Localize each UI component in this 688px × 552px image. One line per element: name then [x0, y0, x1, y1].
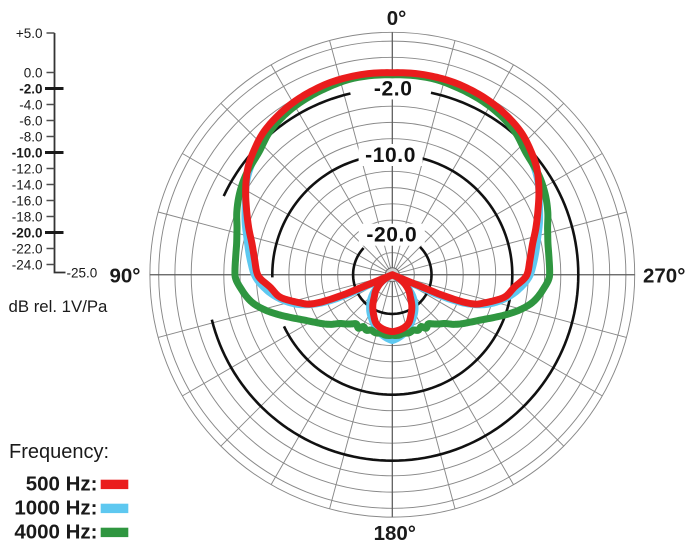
- svg-text:-10.0: -10.0: [365, 144, 416, 167]
- svg-text:+5.0: +5.0: [16, 26, 43, 41]
- svg-text:-8.0: -8.0: [19, 129, 42, 144]
- svg-text:90°: 90°: [109, 265, 140, 288]
- svg-text:-2.0: -2.0: [19, 81, 42, 96]
- svg-text:-10.0: -10.0: [12, 145, 43, 160]
- svg-text:4000 Hz:: 4000 Hz:: [14, 521, 97, 544]
- svg-text:-16.0: -16.0: [12, 193, 43, 208]
- svg-text:-24.0: -24.0: [12, 257, 43, 272]
- svg-text:-4.0: -4.0: [19, 97, 42, 112]
- svg-text:Frequency:: Frequency:: [9, 441, 109, 463]
- svg-text:-18.0: -18.0: [12, 209, 43, 224]
- svg-text:0°: 0°: [387, 7, 407, 30]
- svg-text:-14.0: -14.0: [12, 177, 43, 192]
- svg-text:500 Hz:: 500 Hz:: [26, 473, 98, 496]
- svg-text:-22.0: -22.0: [12, 241, 43, 256]
- svg-text:-20.0: -20.0: [12, 225, 43, 240]
- svg-text:1000 Hz:: 1000 Hz:: [14, 497, 97, 520]
- svg-text:-6.0: -6.0: [19, 113, 42, 128]
- svg-text:270°: 270°: [643, 265, 685, 288]
- svg-text:dB rel. 1V/Pa: dB rel. 1V/Pa: [9, 297, 109, 316]
- svg-text:0.0: 0.0: [24, 65, 43, 80]
- svg-text:-20.0: -20.0: [366, 224, 417, 247]
- svg-text:180°: 180°: [374, 522, 416, 545]
- svg-text:-2.0: -2.0: [374, 77, 413, 100]
- svg-text:-25.0: -25.0: [67, 265, 98, 280]
- svg-text:-12.0: -12.0: [12, 161, 43, 176]
